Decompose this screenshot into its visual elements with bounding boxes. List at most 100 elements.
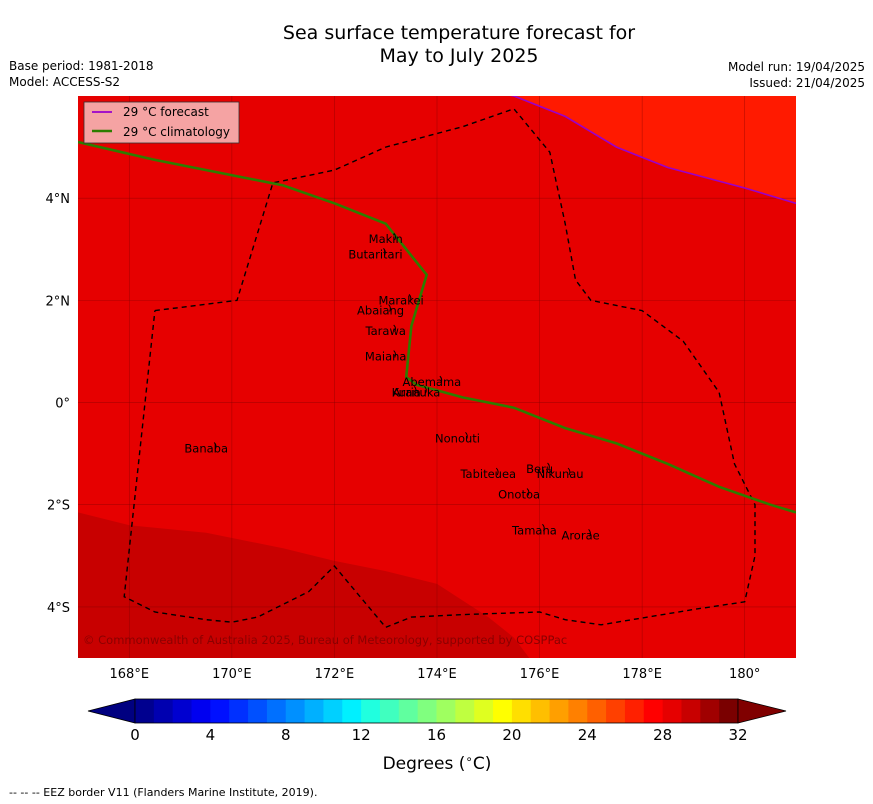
island-outline	[393, 350, 397, 358]
place-label: Tarawa	[365, 324, 406, 338]
colorbar-cell	[587, 699, 607, 723]
latitude-labels: 4°N 2°N 0° 2°S 4°S	[46, 192, 71, 616]
longitude-tick-label: 168°E	[110, 667, 150, 682]
colorbar-cell	[493, 699, 513, 723]
colorbar-cell	[210, 699, 230, 723]
islands	[213, 232, 591, 537]
copyright-text: © Commonwealth of Australia 2025, Bureau…	[83, 633, 567, 647]
colorbar-cell	[662, 699, 682, 723]
sst-field-30-31	[513, 96, 796, 204]
island-outline	[383, 248, 386, 256]
colorbar-tick-labels: 0 4 8 12 16 20 24 28 32	[130, 726, 747, 744]
colorbar-cell	[285, 699, 306, 723]
colorbar-cell	[643, 699, 664, 723]
island-outline	[424, 385, 427, 394]
place-label: Tamana	[511, 523, 557, 537]
place-label: Nikunau	[537, 467, 584, 481]
colorbar-over-arrow	[737, 698, 787, 724]
longitude-labels: 168°E 170°E 172°E 174°E 176°E 178°E 180°	[110, 667, 761, 682]
island-outline	[408, 294, 412, 302]
legend-box	[83, 101, 240, 144]
latitude-tick-label: 4°N	[46, 192, 71, 207]
colorbar-cell	[455, 699, 475, 723]
colorbar-cell	[342, 699, 362, 723]
title-line-1: Sea surface temperature forecast for	[282, 22, 636, 44]
map-legend: 29 °C forecast 29 °C climatology	[83, 101, 240, 144]
island-outline	[542, 523, 545, 532]
longitude-tick-label: 178°E	[622, 667, 662, 682]
colorbar-cell	[191, 699, 211, 723]
colorbar-tick-label: 28	[653, 726, 672, 744]
colorbar-cell	[474, 699, 494, 723]
colorbar-cell	[624, 699, 645, 723]
colorbar-cells	[134, 698, 739, 724]
colorbar: 0 4 8 12 16 20 24 28 32 Degrees (∘C)	[87, 698, 787, 774]
colorbar-title-unit: C	[473, 754, 485, 774]
legend-climatology-label: 29 °C climatology	[123, 125, 230, 139]
place-label: Arorae	[561, 528, 599, 542]
colorbar-cell	[153, 699, 174, 723]
island-outline	[547, 462, 550, 471]
colorbar-tick-label: 8	[281, 726, 291, 744]
latitude-tick-label: 0°	[55, 397, 70, 412]
colorbar-cell	[606, 699, 626, 723]
place-label: Makin	[369, 232, 403, 246]
chart-title: Sea surface temperature forecast for May…	[0, 22, 873, 68]
colorbar-tick-label: 4	[206, 726, 216, 744]
colorbar-cell	[417, 699, 437, 723]
place-label: Maiana	[365, 350, 407, 364]
colorbar-title-degree: ∘	[465, 752, 473, 766]
colorbar-title: Degrees (∘C)	[383, 752, 492, 774]
legend-forecast-label: 29 °C forecast	[123, 105, 209, 119]
island-outline	[213, 442, 217, 450]
colorbar-cell	[248, 699, 268, 723]
island-outline	[439, 375, 443, 384]
place-label: Butaritari	[348, 247, 402, 261]
place-label: Abaiang	[357, 304, 404, 318]
colorbar-cell	[172, 699, 193, 723]
island-outline	[495, 467, 499, 476]
place-label: Onotoa	[498, 488, 540, 502]
island-outline	[393, 324, 397, 333]
colorbar-title-prefix: Degrees (	[383, 754, 466, 774]
colorbar-cell	[135, 699, 155, 723]
island-outline	[526, 488, 530, 496]
colorbar-tick-label: 12	[352, 726, 371, 744]
place-label: Kuria	[392, 385, 421, 399]
title-line-2: May to July 2025	[379, 45, 539, 67]
place-label: Aranuka	[393, 385, 441, 399]
colorbar-tick-label: 0	[130, 726, 140, 744]
colorbar-tick-label: 16	[427, 726, 446, 744]
island-outline	[388, 304, 391, 312]
footer-note: -- -- -- EEZ border V11 (Flanders Marine…	[9, 786, 318, 799]
colorbar-cell	[229, 699, 249, 723]
colorbar-cell	[379, 699, 400, 723]
place-label: Abemama	[402, 375, 461, 389]
latitude-tick-label: 2°S	[47, 499, 70, 514]
gridlines	[78, 96, 796, 658]
colorbar-cell	[398, 699, 419, 723]
longitude-tick-label: 174°E	[417, 667, 457, 682]
model-run-text: Model run: 19/04/2025	[727, 60, 865, 74]
colorbar-cell	[530, 699, 551, 723]
place-label: Tabiteuea	[459, 467, 516, 481]
colorbar-title-close: )	[485, 754, 492, 774]
colorbar-cell	[323, 699, 343, 723]
island-outline	[465, 431, 468, 440]
colorbar-tick-label: 24	[578, 726, 597, 744]
colorbar-tick-label: 20	[502, 726, 521, 744]
colorbar-cell	[436, 699, 456, 723]
base-period-text: Base period: 1981-2018	[9, 59, 154, 73]
longitude-tick-label: 172°E	[315, 667, 355, 682]
meta-right: Model run: 19/04/2025 Issued: 21/04/2025	[728, 59, 865, 91]
climatology-29c-line	[78, 140, 796, 514]
latitude-tick-label: 4°S	[47, 601, 70, 616]
place-label: Banaba	[184, 442, 228, 456]
issued-text: Issued: 21/04/2025	[749, 76, 865, 90]
island-outline	[393, 232, 397, 241]
colorbar-under-arrow	[87, 698, 136, 724]
place-label: Nonouti	[435, 431, 480, 445]
